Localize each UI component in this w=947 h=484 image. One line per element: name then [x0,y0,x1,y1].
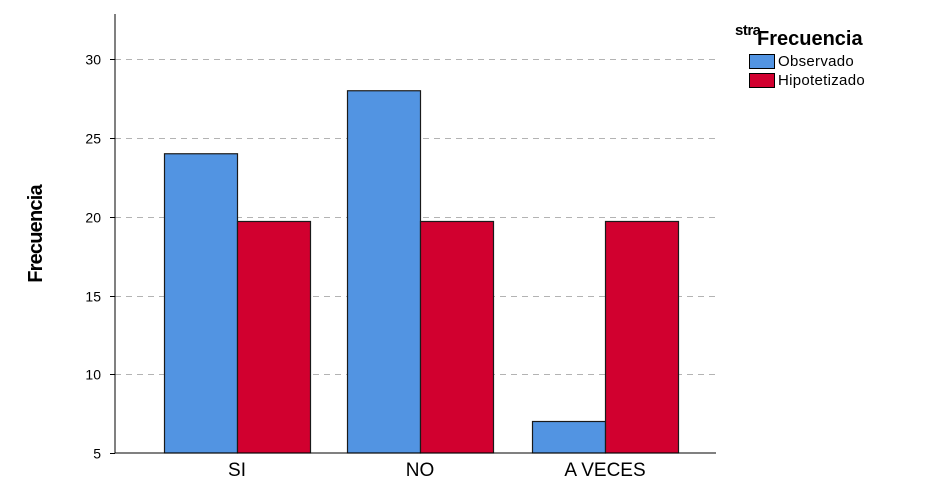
y-axis-label: Frecuencia [25,184,47,283]
bar-no-hipotetizado [419,220,495,454]
tick-labels: 5 10 15 20 25 30 SI NO A VECES [85,52,645,482]
bar-si-observado [163,153,239,454]
axes [114,14,716,454]
legend-title: Frecuencia [757,28,863,50]
y-tick-label-30: 30 [85,52,101,68]
bar-no-observado [346,90,422,454]
bar-si-hipotetizado [236,220,312,454]
y-tick-label-15: 15 [85,289,101,305]
y-tick-label-25: 25 [85,131,101,147]
legend-title-row: stra Frecuencia [735,22,865,52]
x-tick-label-si: SI [228,460,246,479]
bar-a-veces-observado [531,420,607,454]
y-tick-label-20: 20 [85,210,101,226]
bar-a-veces-hipotetizado [604,220,680,454]
y-tick-label-5: 5 [93,446,101,462]
legend-item-hipotetizado: Hipotetizado [735,71,865,90]
legend-swatch-hipotetizado [749,73,775,88]
legend-label-observado: Observado [778,53,855,70]
legend-swatch-observado [749,54,775,69]
y-tick-label-10: 10 [85,367,101,383]
legend-item-observado: Observado [735,52,865,71]
x-tick-label-a-veces: A VECES [564,460,645,479]
x-tick-label-no: NO [406,460,435,479]
legend-title-prefix: stra [735,22,761,39]
legend-label-hipotetizado: Hipotetizado [778,72,865,89]
bars [163,90,680,454]
legend: stra Frecuencia Observado Hipotetizado [735,22,865,90]
